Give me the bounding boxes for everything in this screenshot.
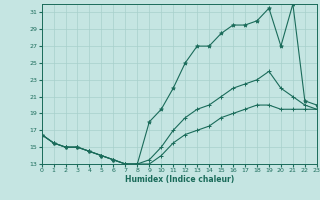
X-axis label: Humidex (Indice chaleur): Humidex (Indice chaleur) <box>124 175 234 184</box>
